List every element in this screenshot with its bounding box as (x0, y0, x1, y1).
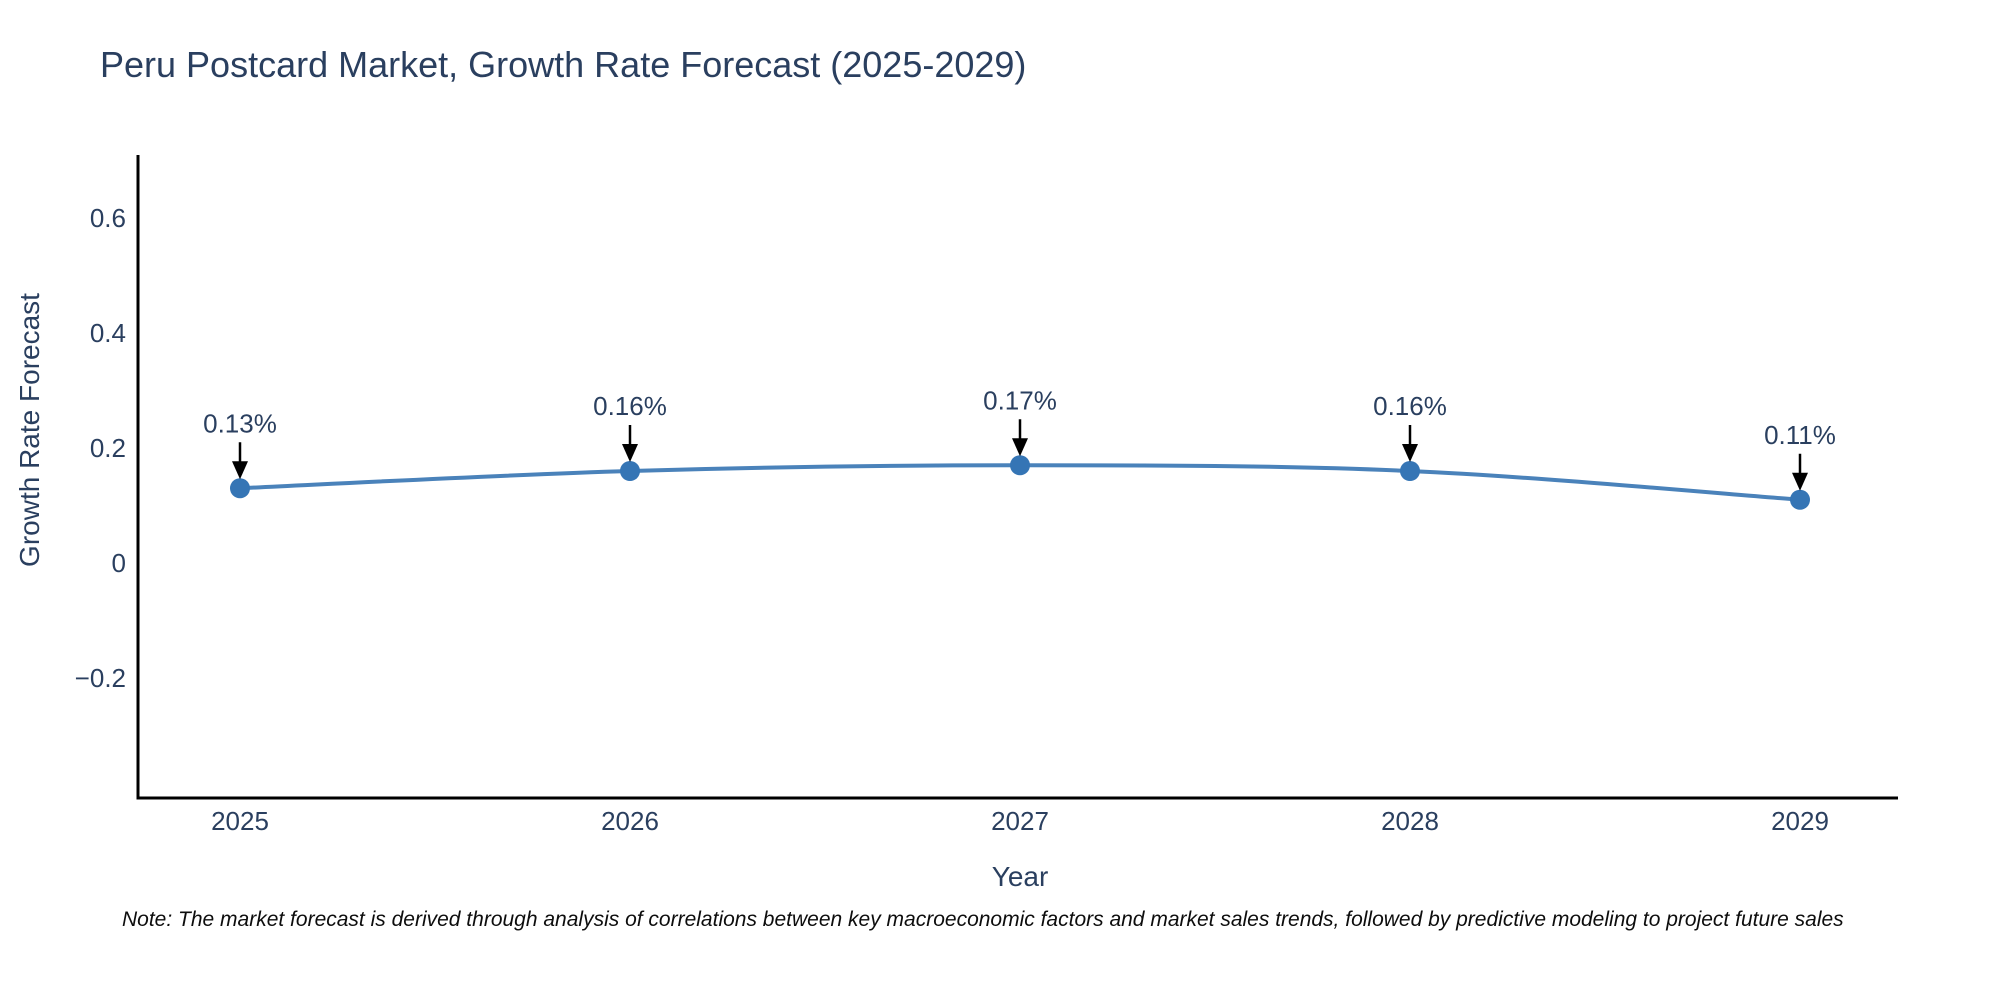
annotation-arrow-head-icon (1012, 438, 1028, 457)
x-tick-label: 2027 (991, 806, 1049, 836)
data-point-marker (1010, 455, 1030, 476)
y-tick-label: −0.2 (75, 663, 126, 693)
data-point-marker (1400, 461, 1420, 481)
data-point-marker (1790, 489, 1810, 510)
annotation-label: 0.17% (983, 385, 1057, 415)
annotation-label: 0.16% (1373, 391, 1447, 421)
y-tick-label: 0.2 (90, 433, 126, 463)
y-tick-label: 0 (112, 548, 126, 578)
y-tick-label: 0.6 (90, 203, 126, 233)
annotation-arrow-head-icon (1402, 444, 1418, 462)
annotation-arrow-head-icon (622, 444, 638, 462)
data-point-marker (230, 478, 250, 499)
x-tick-label: 2029 (1771, 806, 1829, 836)
axis-lines (136, 155, 1898, 800)
annotation-label: 0.11% (1764, 420, 1836, 450)
data-point-marker (620, 461, 640, 481)
x-tick-label: 2026 (601, 806, 659, 836)
y-tick-label: 0.4 (90, 318, 126, 348)
annotation-arrow-head-icon (1792, 472, 1808, 491)
annotation-arrow-head-icon (232, 461, 248, 480)
chart-title: Peru Postcard Market, Growth Rate Foreca… (100, 44, 1027, 85)
x-tick-label: 2025 (211, 806, 269, 836)
annotation-label: 0.16% (593, 391, 667, 421)
annotation-label: 0.13% (203, 408, 277, 438)
footnote: Note: The market forecast is derived thr… (122, 908, 1844, 931)
x-axis-title: Year (991, 861, 1049, 892)
x-tick-label: 2028 (1381, 806, 1439, 836)
